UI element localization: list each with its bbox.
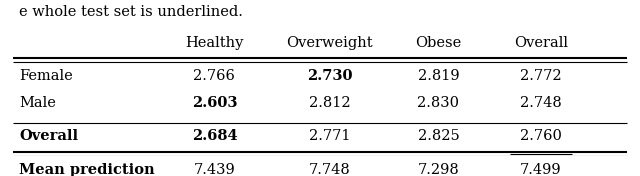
Text: 2.748: 2.748	[520, 96, 562, 110]
Text: Overweight: Overweight	[286, 36, 373, 50]
Text: Healthy: Healthy	[185, 36, 244, 50]
Text: 2.830: 2.830	[417, 96, 460, 110]
Text: Mean prediction: Mean prediction	[19, 163, 155, 176]
Text: 7.439: 7.439	[193, 163, 236, 176]
Text: Overall: Overall	[19, 129, 78, 143]
Text: 2.819: 2.819	[417, 69, 460, 83]
Text: 2.825: 2.825	[417, 129, 460, 143]
Text: 2.772: 2.772	[520, 69, 562, 83]
Text: 7.298: 7.298	[417, 163, 460, 176]
Text: 2.684: 2.684	[191, 129, 237, 143]
Text: Female: Female	[19, 69, 73, 83]
Text: 2.603: 2.603	[191, 96, 237, 110]
Text: Male: Male	[19, 96, 56, 110]
Text: 7.748: 7.748	[308, 163, 351, 176]
Text: 2.766: 2.766	[193, 69, 236, 83]
Text: 2.771: 2.771	[309, 129, 350, 143]
Text: 7.499: 7.499	[520, 163, 562, 176]
Text: Overall: Overall	[514, 36, 568, 50]
Text: 2.730: 2.730	[307, 69, 353, 83]
Text: 2.812: 2.812	[308, 96, 351, 110]
Text: Obese: Obese	[415, 36, 461, 50]
Text: e whole test set is underlined.: e whole test set is underlined.	[19, 5, 243, 19]
Text: 2.760: 2.760	[520, 129, 562, 143]
